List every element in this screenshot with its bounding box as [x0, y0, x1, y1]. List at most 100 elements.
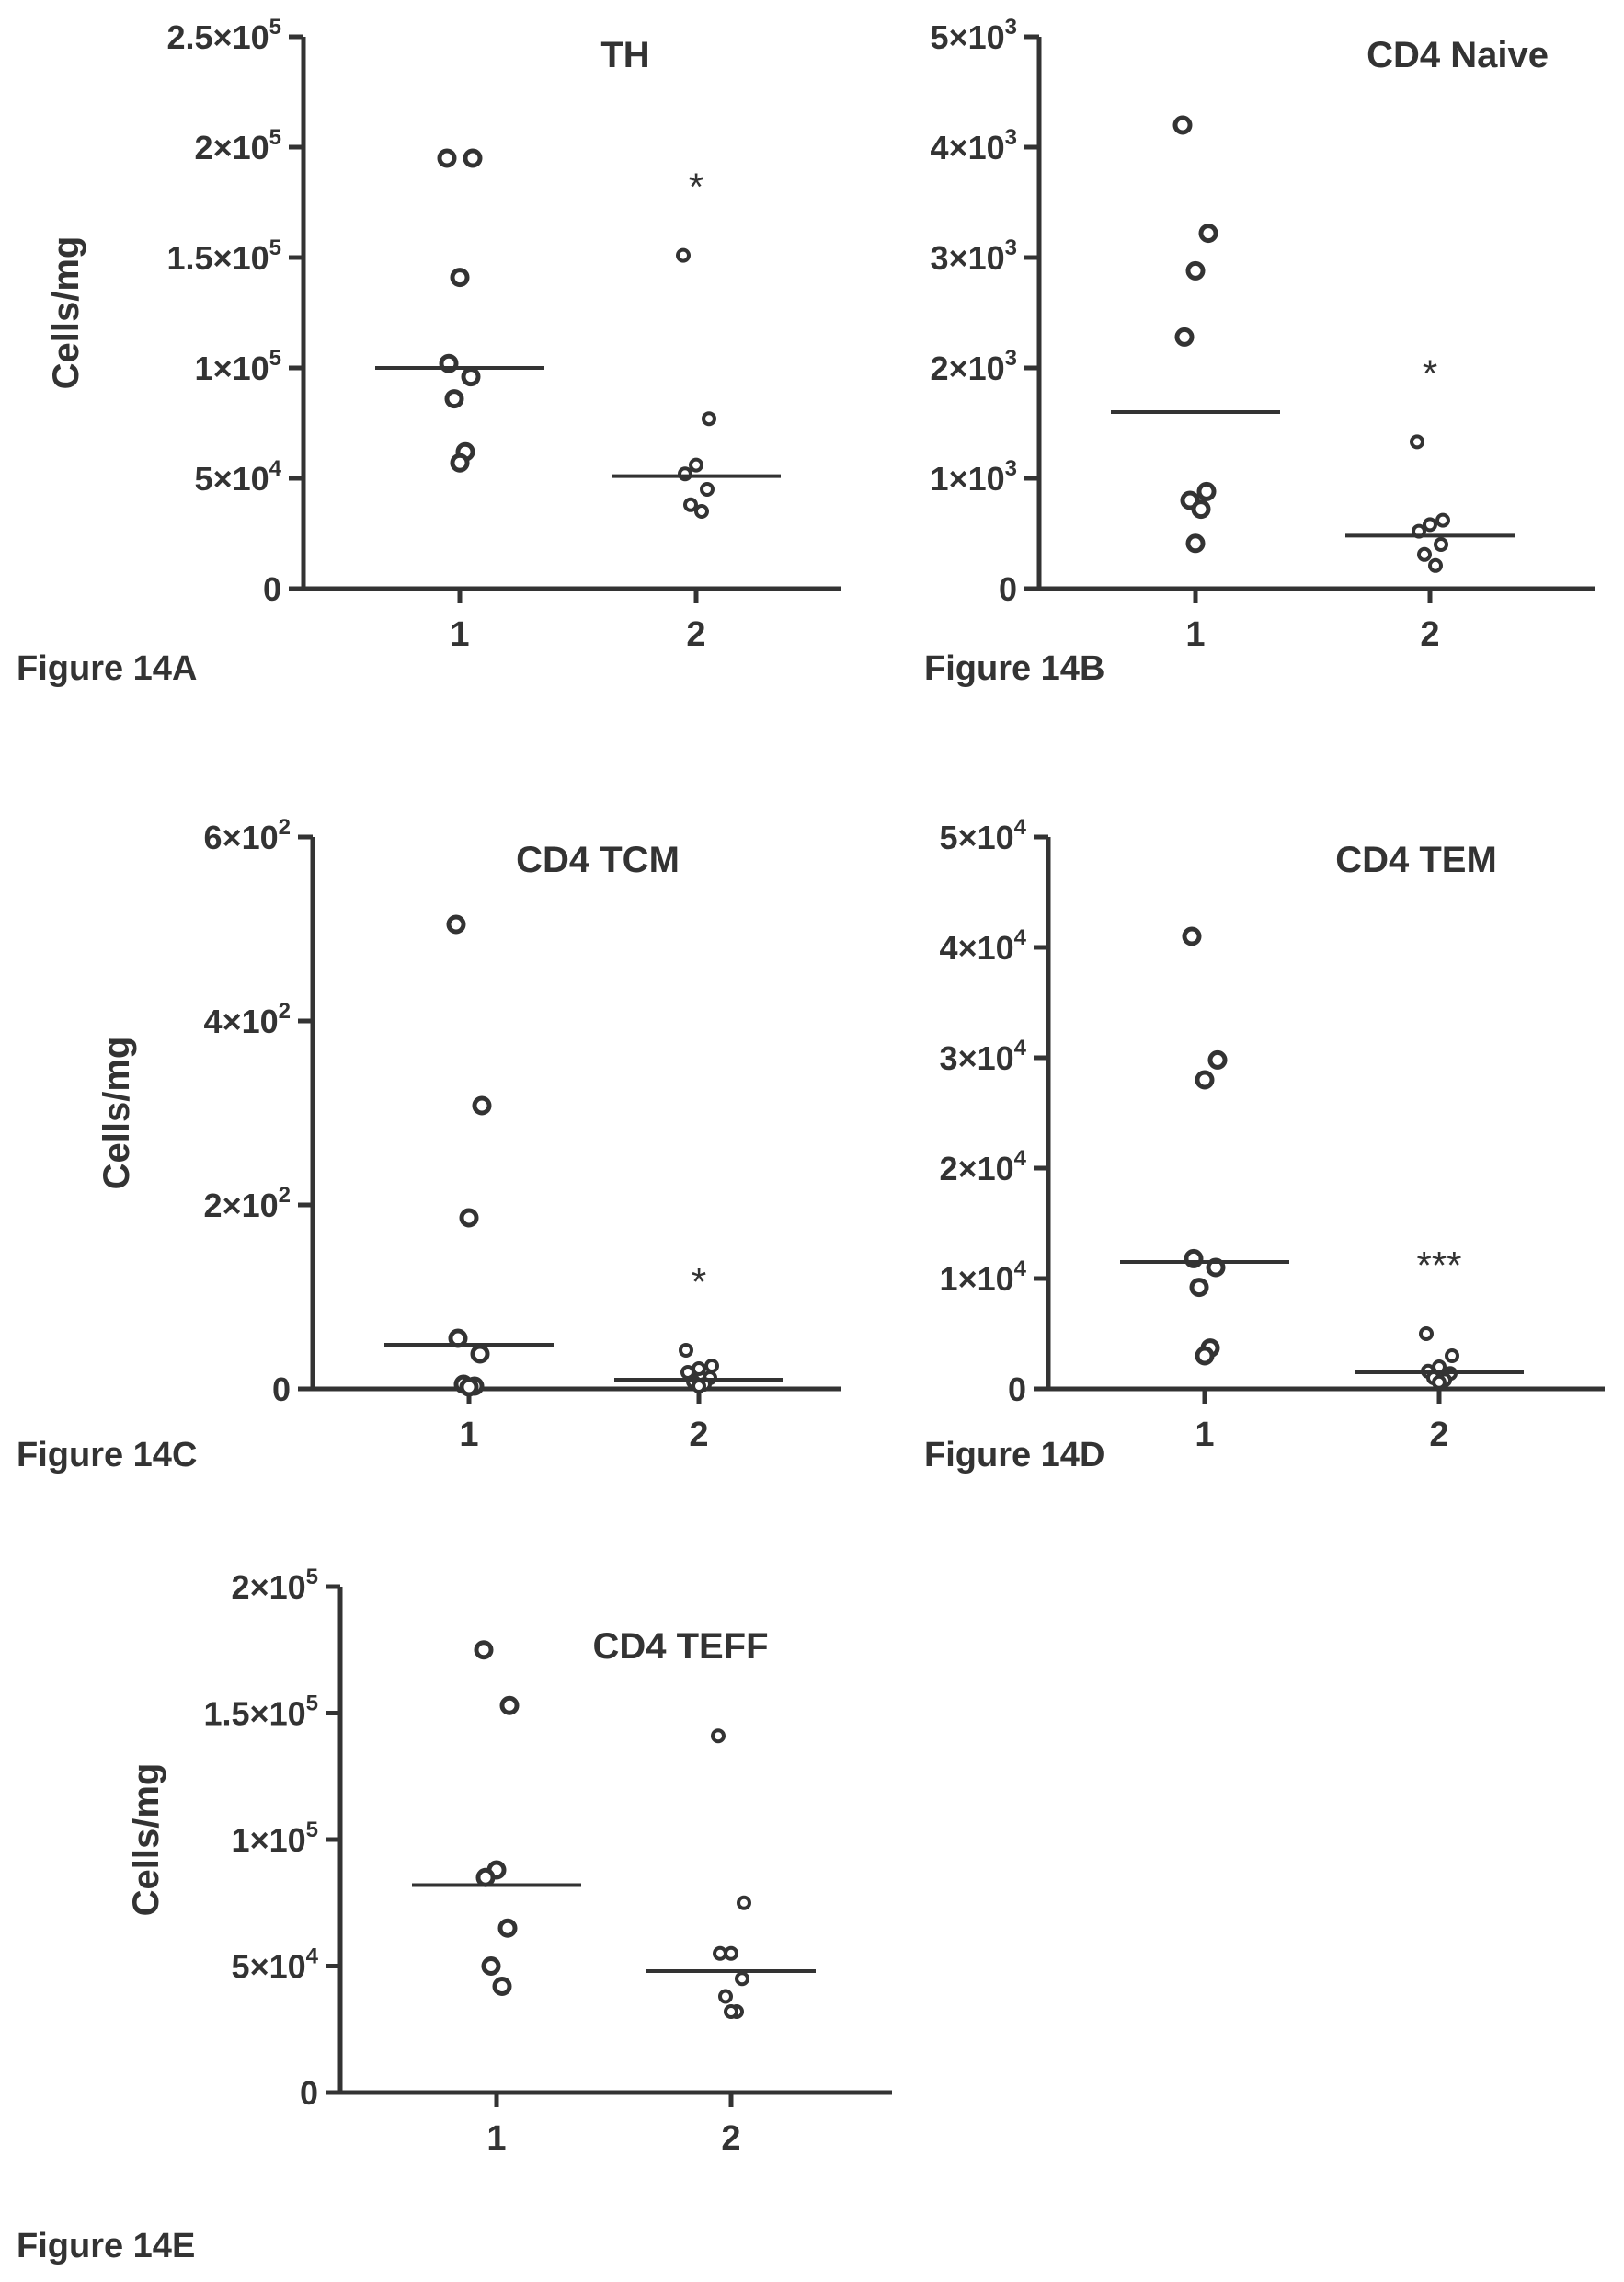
y-tick-label: 1×105: [232, 1818, 318, 1859]
y-tick-label: 0: [1008, 1370, 1026, 1408]
data-point: [711, 1728, 726, 1744]
x-tick-label: 2: [686, 615, 705, 654]
y-tick-label: 5×104: [195, 456, 282, 498]
data-point: [1423, 517, 1437, 533]
data-point: [724, 2004, 738, 2019]
y-tick-label: 2×105: [232, 1565, 318, 1606]
panel-14d: 0 1×104 2×104 3×104 4×104 5×104 1 2 CD4 TEM ***: [940, 815, 1605, 1454]
figure-label-14c: Figure 14C: [17, 1436, 198, 1474]
data-point: [1432, 1374, 1447, 1390]
data-point: [1174, 327, 1195, 347]
figure-label-14e: Figure 14E: [17, 2227, 196, 2265]
figure-label-14d: Figure 14D: [924, 1436, 1105, 1474]
y-tick-label: 5×103: [931, 15, 1017, 56]
data-point: [1182, 926, 1202, 946]
chart-title: CD4 Naive: [1367, 35, 1549, 75]
significance-mark: *: [692, 1260, 706, 1303]
data-point: [713, 1945, 727, 1961]
data-point: [461, 367, 481, 387]
data-point: [704, 1359, 719, 1373]
y-tick-label: 1×104: [940, 1256, 1027, 1298]
data-point: [470, 1344, 490, 1364]
y-tick-label: 0: [263, 570, 281, 608]
significance-mark: ***: [1416, 1244, 1461, 1287]
y-tick-label: 2.5×105: [167, 15, 281, 56]
y-tick-label: 1.5×105: [204, 1691, 318, 1733]
data-point: [676, 247, 691, 263]
data-point: [497, 1918, 518, 1938]
y-tick-label: 2×102: [204, 1183, 291, 1224]
data-point: [492, 1977, 512, 1996]
chart-title: TH: [600, 35, 649, 75]
y-tick-label: 0: [272, 1370, 291, 1408]
panel-14c: 0 2×102 4×102 6×102 1 2 CD4 TCM Cells/mg *: [97, 815, 841, 1454]
data-point: [1195, 1070, 1215, 1090]
y-tick-label: 0: [999, 570, 1017, 608]
y-tick-label: 2×104: [940, 1146, 1027, 1187]
y-tick-label: 2×103: [931, 346, 1017, 387]
data-point: [689, 457, 703, 473]
data-point: [1445, 1348, 1459, 1363]
x-tick-label: 2: [1429, 1416, 1448, 1454]
data-point: [1185, 533, 1206, 554]
y-tick-label: 2×105: [195, 125, 281, 166]
data-point: [446, 914, 466, 935]
data-point: [1207, 1049, 1228, 1070]
data-point: [1417, 546, 1432, 562]
data-point: [702, 411, 716, 427]
panel-14e: 0 5×104 1×105 1.5×105 2×105 1 2 CD4 TEFF Cells/m…: [126, 1565, 892, 2158]
chart-title: CD4 TEM: [1335, 840, 1497, 880]
data-point: [1419, 1326, 1434, 1341]
y-tick-label: 4×104: [940, 925, 1027, 967]
y-tick-label: 5×104: [940, 815, 1027, 856]
y-tick-label: 0: [300, 2074, 318, 2112]
data-point: [463, 148, 483, 168]
x-tick-label: 1: [1195, 1416, 1214, 1454]
figure-label-14a: Figure 14A: [17, 649, 198, 688]
data-point: [444, 389, 464, 409]
data-point: [694, 504, 709, 519]
data-point: [450, 268, 470, 288]
panel-14b: 0 1×103 2×103 3×103 4×103 5×103 1 2 CD4 Naive *: [931, 15, 1595, 654]
figure-label-14b: Figure 14B: [924, 649, 1105, 688]
data-point: [1191, 499, 1211, 520]
x-tick-label: 1: [1185, 615, 1205, 654]
y-tick-label: 5×104: [232, 1944, 319, 1986]
x-tick-label: 1: [459, 1416, 478, 1454]
y-tick-label: 4×103: [931, 125, 1017, 166]
data-point: [1195, 1346, 1215, 1366]
data-point: [1428, 557, 1443, 573]
data-point: [1172, 115, 1193, 135]
x-tick-label: 2: [721, 2119, 740, 2158]
data-point: [499, 1695, 520, 1715]
y-tick-label: 3×103: [931, 235, 1017, 277]
chart-title: CD4 TCM: [516, 840, 680, 880]
data-point: [437, 148, 457, 168]
data-point: [475, 1867, 496, 1887]
data-point: [1196, 481, 1217, 501]
data-point: [679, 1343, 693, 1358]
data-point: [683, 497, 698, 512]
data-point: [718, 1989, 733, 2004]
data-point: [1434, 537, 1448, 552]
y-tick-label: 3×104: [940, 1036, 1027, 1077]
significance-mark: *: [689, 166, 703, 209]
y-tick-label: 4×102: [204, 999, 291, 1040]
y-axis-label: Cells/mg: [97, 1037, 137, 1190]
panel-14a: 0 5×104 1×105 1.5×105 2×105 2.5×105 1 2 TH Cells/…: [46, 15, 841, 654]
y-tick-label: 1.5×105: [167, 235, 281, 277]
data-point: [737, 1895, 751, 1910]
x-tick-label: 1: [486, 2119, 506, 2158]
significance-mark: *: [1423, 351, 1437, 395]
y-axis-label: Cells/mg: [126, 1763, 166, 1917]
data-point: [1189, 1278, 1209, 1298]
y-axis-label: Cells/mg: [46, 236, 86, 390]
data-point: [1198, 224, 1218, 244]
data-point: [459, 1208, 479, 1228]
x-tick-label: 1: [450, 615, 469, 654]
x-tick-label: 2: [689, 1416, 708, 1454]
data-point: [1410, 434, 1424, 450]
data-point: [481, 1956, 501, 1976]
data-point: [735, 1971, 749, 1987]
